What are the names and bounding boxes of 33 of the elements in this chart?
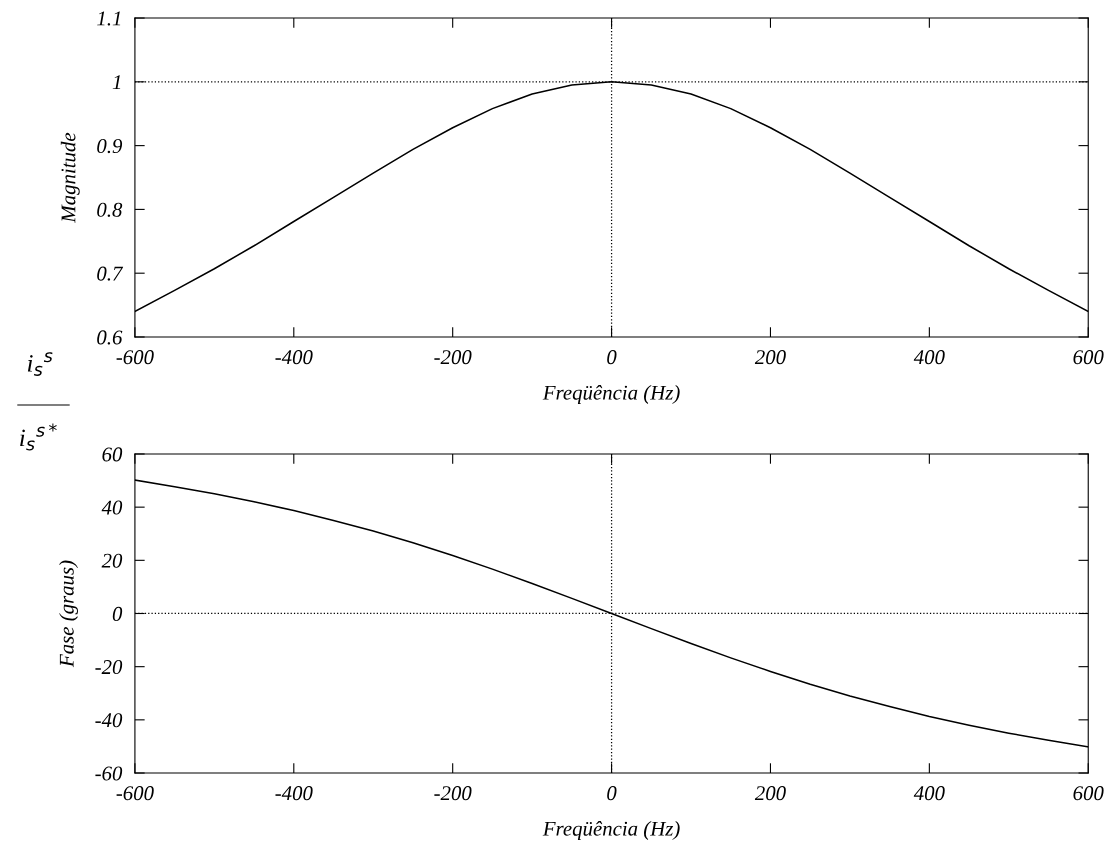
x-tick-label: 400: [913, 350, 945, 365]
y-tick-label: 60: [102, 447, 123, 462]
y-tick-label: 0.6: [97, 330, 123, 345]
text: i$_{s}$$^{s}$: [27, 352, 53, 376]
x-tick-label: -600: [116, 350, 154, 365]
x-axis-title: Freqüência (Hz): [542, 385, 680, 404]
y-tick-label: -20: [95, 660, 123, 675]
x-tick-label: 0: [607, 350, 617, 365]
x-axis-title: Freqüência (Hz): [542, 821, 680, 840]
y-tick-label: 0.9: [97, 138, 123, 154]
x-tick-label: 400: [913, 786, 945, 801]
x-tick-label: -400: [275, 786, 313, 801]
x-tick-label: 200: [754, 350, 786, 365]
y-tick-label: -60: [95, 766, 123, 781]
y-tick-label: 0.7: [97, 266, 124, 281]
y-axis-title: Fase (graus): [59, 560, 78, 668]
y-tick-label: 0.8: [97, 202, 123, 217]
x-tick-label: 600: [1073, 786, 1104, 801]
x-tick-label: 600: [1073, 350, 1104, 365]
y-tick-label: -40: [95, 713, 123, 728]
y-tick-label: 1.1: [97, 11, 121, 26]
x-tick-label: -600: [116, 786, 154, 801]
y-tick-label: 0: [112, 606, 123, 621]
y-tick-label: 1: [112, 75, 121, 90]
x-tick-label: -200: [434, 786, 472, 801]
text: i$_{s}$$^{s*}$: [20, 423, 57, 451]
x-tick-label: 200: [754, 786, 786, 801]
y-tick-label: 20: [101, 553, 123, 568]
y-axis-title: Magnitude: [60, 132, 80, 223]
x-tick-label: -400: [275, 350, 313, 365]
x-tick-label: 0: [607, 786, 617, 801]
y-tick-label: 40: [101, 500, 123, 515]
x-tick-label: -200: [434, 350, 472, 365]
